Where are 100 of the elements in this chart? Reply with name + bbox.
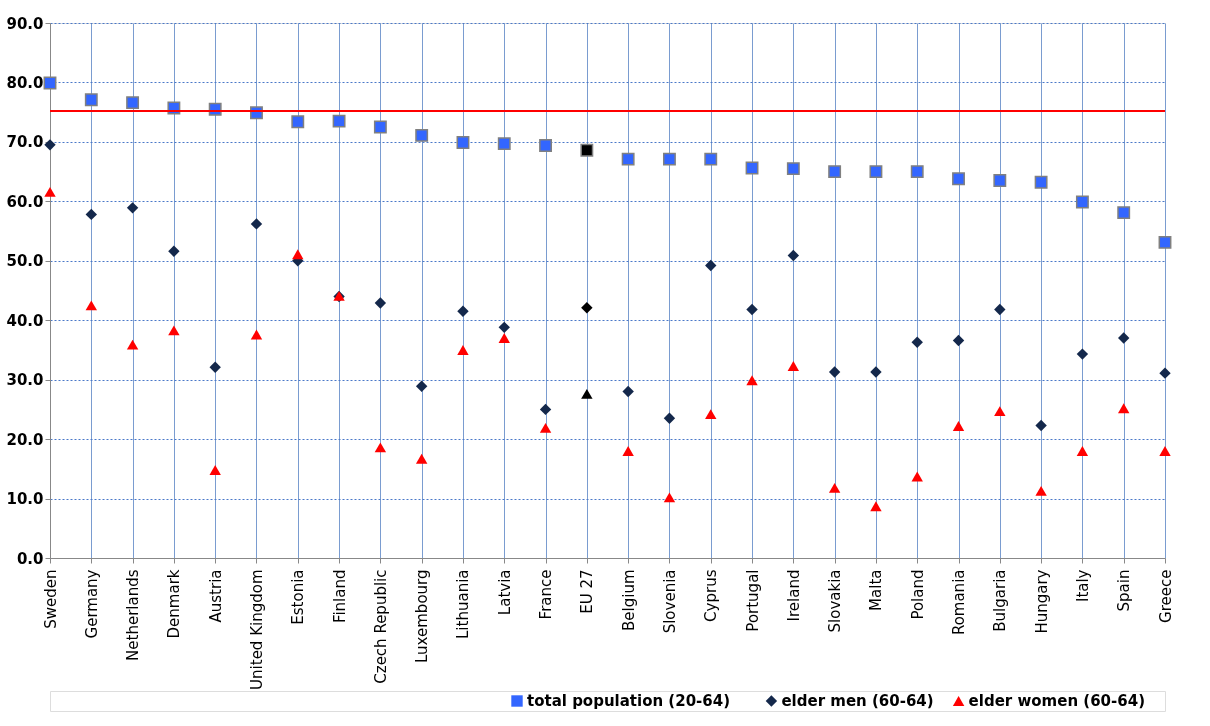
point	[1118, 332, 1130, 344]
point	[457, 345, 469, 355]
y-tick-label: 10.0	[6, 490, 44, 509]
point	[581, 302, 593, 314]
point	[415, 453, 428, 464]
point	[292, 249, 304, 260]
point	[497, 137, 511, 151]
x-tick-label: Czech Republic	[371, 569, 390, 684]
point	[415, 380, 428, 392]
x-tick-label: Finland	[330, 569, 349, 624]
point	[952, 334, 965, 347]
point	[828, 366, 841, 378]
x-tick-label: Bulgaria	[991, 569, 1010, 632]
x-tick-label: EU 27	[578, 569, 597, 614]
point	[786, 162, 800, 176]
point	[291, 115, 305, 129]
x-tick-label: Slovenia	[660, 569, 679, 634]
x-tick-label: Cyprus	[702, 569, 721, 622]
x-tick-label: Denmark	[165, 569, 184, 639]
point	[746, 375, 758, 386]
x-tick-label: Portugal	[743, 569, 762, 632]
point	[1034, 175, 1048, 189]
x-tick-label: Italy	[1073, 569, 1092, 603]
point	[332, 114, 346, 128]
point	[993, 174, 1007, 187]
point	[828, 482, 841, 493]
point	[539, 422, 552, 433]
point	[705, 409, 717, 420]
point	[498, 333, 510, 343]
x-tick-label: United Kingdom	[247, 569, 266, 690]
point	[456, 136, 470, 149]
point	[787, 361, 800, 371]
x-tick-label: Austria	[206, 569, 225, 623]
point	[209, 361, 221, 373]
point	[1035, 485, 1047, 496]
y-tick-label: 20.0	[6, 430, 44, 449]
x-tick-label: Belgium	[619, 569, 638, 631]
point	[415, 128, 429, 142]
y-tick-label: 50.0	[6, 252, 44, 271]
point	[580, 143, 594, 157]
point	[1117, 206, 1131, 220]
legend-label: elder women (60-64)	[968, 692, 1146, 710]
point	[704, 152, 718, 166]
point	[126, 96, 140, 110]
point	[621, 152, 635, 166]
x-tick-label: Romania	[950, 569, 969, 636]
point	[663, 492, 676, 503]
point	[126, 339, 139, 350]
point	[994, 406, 1006, 417]
point	[828, 165, 842, 179]
point	[374, 442, 387, 453]
x-tick-label: Latvia	[495, 569, 514, 616]
legend-label: elder men (60-64)	[781, 692, 934, 710]
point	[84, 93, 98, 107]
x-tick-label: Estonia	[289, 569, 308, 625]
point	[250, 218, 263, 230]
point	[126, 202, 139, 214]
y-tick-label: 80.0	[6, 73, 44, 92]
point	[85, 300, 97, 311]
x-tick-label: Malta	[867, 569, 886, 611]
point	[373, 120, 387, 134]
point	[44, 186, 56, 197]
y-tick-label: 0.0	[16, 549, 44, 568]
point	[539, 403, 552, 416]
x-tick-label: Luxembourg	[413, 569, 432, 663]
point	[1159, 446, 1171, 456]
point	[622, 446, 634, 456]
point	[374, 297, 387, 309]
point	[457, 305, 469, 318]
y-tick-label: 90.0	[6, 14, 44, 33]
point	[910, 165, 924, 179]
point	[911, 336, 923, 348]
point	[1076, 446, 1089, 456]
point	[1118, 403, 1130, 414]
point	[870, 501, 882, 512]
point	[168, 245, 180, 257]
y-tick-label: 60.0	[6, 192, 44, 211]
x-tick-label: Greece	[1156, 569, 1175, 623]
point	[705, 259, 717, 272]
point	[870, 366, 882, 378]
point	[539, 139, 553, 152]
point	[994, 303, 1006, 316]
point	[498, 321, 510, 334]
x-tick-label: Poland	[908, 569, 927, 620]
point	[622, 385, 634, 398]
x-tick-label: Lithuania	[454, 569, 473, 639]
x-tick-label: Netherlands	[124, 569, 143, 661]
point	[746, 303, 758, 316]
legend-label: total population (20-64)	[527, 692, 731, 710]
y-tick-label: 70.0	[6, 133, 44, 152]
x-tick-label: Sweden	[41, 569, 60, 629]
point	[952, 172, 965, 186]
point	[43, 76, 57, 90]
point	[1075, 195, 1089, 209]
y-tick-label: 40.0	[6, 311, 44, 330]
point	[44, 139, 56, 151]
point	[662, 152, 676, 166]
point	[1158, 235, 1172, 249]
x-tick-label: Ireland	[784, 569, 803, 622]
x-tick-label: France	[537, 569, 556, 620]
